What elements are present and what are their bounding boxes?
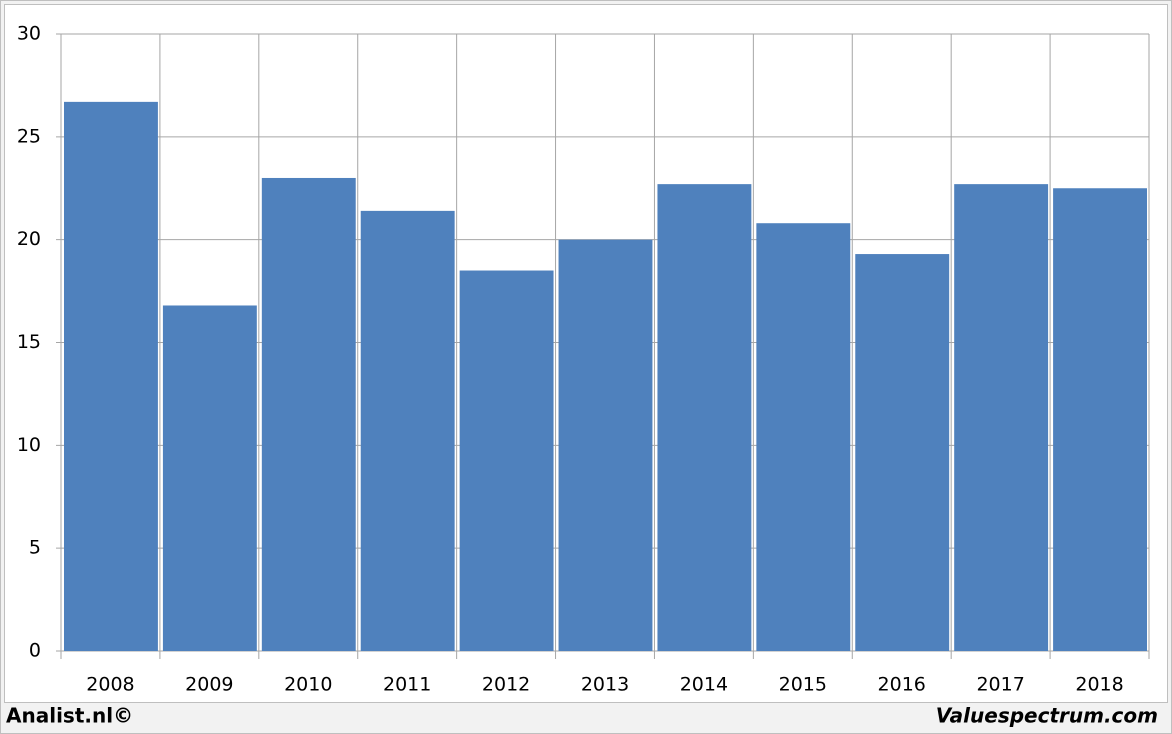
x-tick-label: 2016 [878,674,926,696]
x-tick-label: 2015 [779,674,827,696]
y-tick-label: 0 [29,640,41,662]
x-tick-label: 2009 [185,674,233,696]
bar [261,177,356,651]
footer-right: Valuespectrum.com [936,704,1158,728]
bar [64,101,158,652]
bar [360,210,455,651]
bar [954,184,1049,652]
x-tick-label: 2008 [86,674,134,696]
bar [1053,188,1147,651]
x-tick-label: 2013 [581,674,629,696]
bar [756,223,851,652]
bar [459,270,554,651]
y-tick-label: 30 [17,23,41,45]
x-tick-label: 2014 [680,674,728,696]
x-tick-label: 2010 [284,674,332,696]
y-tick-label: 20 [17,228,41,250]
x-tick-label: 2018 [1075,674,1123,696]
footer-left: Analist.nl© [6,704,133,728]
x-tick-label: 2017 [976,674,1024,696]
bar [558,239,653,651]
bar [855,254,950,651]
x-tick-label: 2011 [383,674,431,696]
y-tick-label: 10 [17,434,41,456]
bar [657,184,752,652]
x-tick-label: 2012 [482,674,530,696]
y-tick-label: 15 [17,331,41,353]
y-tick-label: 5 [29,537,41,559]
y-tick-label: 25 [17,125,41,147]
bar [162,305,257,651]
